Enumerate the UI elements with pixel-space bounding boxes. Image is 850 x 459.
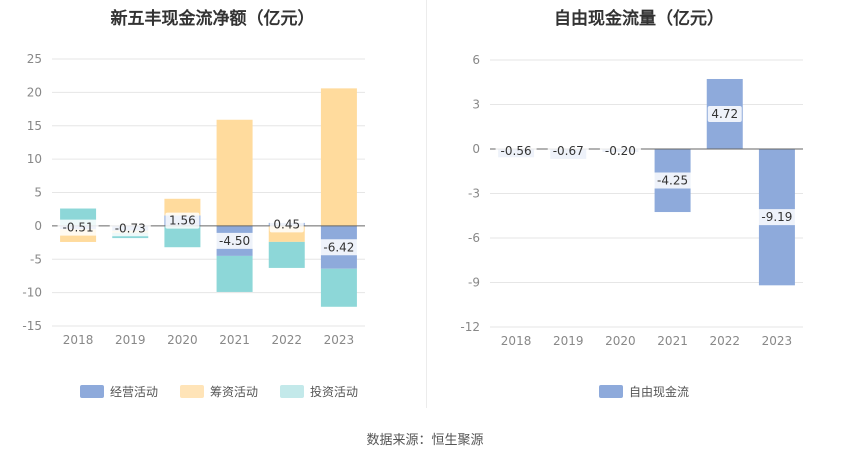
left-chart-title: 新五丰现金流净额（亿元） [110,9,315,29]
left-bar-2021-series-2 [216,255,253,292]
right-xtick-label-2018: 2018 [501,334,532,348]
right-data-label-2021: -4.25 [657,174,688,188]
left-data-label-2021: -4.50 [219,234,250,248]
right-ytick-label-4: -6 [468,231,480,245]
left-data-label-2020-bg [165,212,200,229]
left-ytick-label-2: 15 [27,119,42,133]
right-data-label-2023: -9.19 [761,210,792,224]
legend-swatch-investing [280,384,305,398]
left-data-label-2022-bg [269,216,304,233]
left-ytick-label-8: -15 [22,319,42,333]
left-ytick-label-3: 10 [27,152,42,166]
left-xtick-label-2018: 2018 [63,333,94,347]
right-xtick-label-2020: 2020 [605,334,636,348]
right-data-label-2022: 4.72 [711,107,738,121]
right-data-label-2018-bg [495,143,537,159]
right-xtick-label-2023: 2023 [762,334,793,348]
legend-label-operating: 经营活动 [110,384,159,399]
left-bar-2020-series-1 [164,198,201,216]
left-xtick-label-2019: 2019 [115,333,146,347]
left-bar-2023-series-1 [320,88,357,226]
left-xtick-label-2020: 2020 [167,333,198,347]
left-ytick-label-1: 20 [27,85,42,99]
left-legend: 经营活动 筹资活动 投资活动 [80,382,358,400]
left-ytick-label-0: 25 [27,52,42,66]
right-data-label-2019: -0.67 [553,144,584,158]
left-data-label-2019-bg [109,220,151,237]
left-bar-2022-series-2 [268,241,305,268]
right-chart-title: 自由现金流量（亿元） [554,9,724,29]
left-bar-2023-series-2 [320,268,357,307]
right-xtick-label-2022: 2022 [709,334,740,348]
left-ytick-label-5: 0 [34,219,42,233]
right-legend: 自由现金流 [599,382,689,400]
left-data-label-2023-bg [318,239,360,256]
right-xtick-label-2021: 2021 [657,334,688,348]
right-xtick-label-2019: 2019 [553,334,584,348]
legend-item-free-cash-flow[interactable]: 自由现金流 [599,383,689,400]
legend-label-financing: 筹资活动 [210,384,259,399]
left-data-label-2018: -0.51 [63,221,94,235]
legend-item-investing[interactable]: 投资活动 [280,383,358,400]
right-ytick-label-6: -12 [460,320,480,334]
legend-item-financing[interactable]: 筹资活动 [180,383,258,400]
right-ytick-label-2: 0 [472,142,480,156]
left-bar-2020-series-2 [164,225,201,248]
right-data-label-2020: -0.20 [605,144,636,158]
right-ytick-label-3: -3 [468,187,480,201]
legend-swatch-operating [80,384,104,398]
left-data-label-2022: 0.45 [273,217,300,231]
left-data-label-2021-bg [214,232,256,249]
left-xtick-label-2023: 2023 [324,333,355,347]
right-data-label-2020-bg [599,143,641,159]
right-ytick-label-0: 6 [472,53,480,67]
right-data-label-2018: -0.56 [501,144,532,158]
data-source: 数据来源：恒生聚源 [366,433,484,448]
right-ytick-label-1: 3 [472,98,480,112]
right-data-label-2022-bg [707,105,742,122]
chart-divider [426,0,427,408]
left-data-label-2018-bg [57,219,99,236]
right-ytick-label-5: -9 [468,276,480,290]
left-ytick-label-6: -5 [30,252,42,266]
legend-item-operating[interactable]: 经营活动 [80,383,158,400]
legend-label-investing: 投资活动 [310,384,359,399]
legend-swatch-free-cash-flow [599,384,623,398]
right-data-label-2019-bg [547,143,589,159]
left-xtick-label-2021: 2021 [219,333,250,347]
left-ytick-label-7: -10 [22,286,42,300]
legend-label-free-cash-flow: 自由现金流 [629,384,690,399]
left-data-label-2020: 1.56 [169,214,196,228]
right-data-label-2023-bg [756,209,798,226]
left-data-label-2019: -0.73 [115,221,146,235]
legend-swatch-financing [180,384,205,398]
left-data-label-2023: -6.42 [323,240,354,254]
left-bar-2021-series-1 [216,119,253,226]
left-xtick-label-2022: 2022 [271,333,302,347]
right-data-label-2021-bg [652,172,694,189]
left-ytick-label-4: 5 [34,186,42,200]
